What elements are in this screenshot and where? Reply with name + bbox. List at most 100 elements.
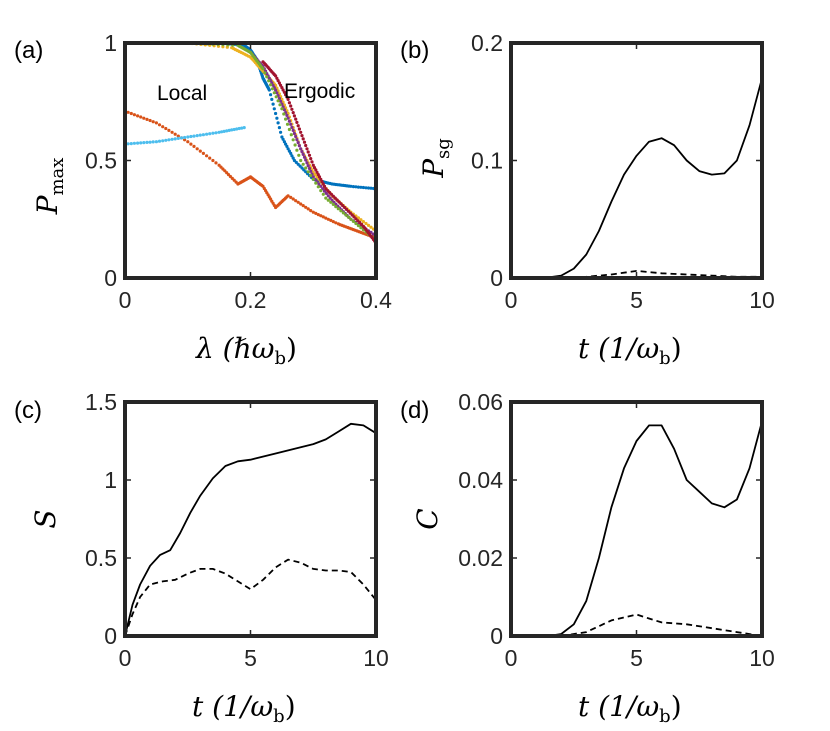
scatter-point-a-s5: [148, 140, 152, 144]
series-line-d-solid: [511, 421, 763, 637]
scatter-point-a-s5: [195, 134, 199, 138]
scatter-point-a-s6: [290, 107, 294, 111]
scatter-point-a-s4: [314, 181, 318, 185]
scatter-point-a-s1: [289, 195, 293, 199]
annotation-ergodic: Ergodic: [284, 80, 355, 103]
scatter-point-a-s4: [321, 192, 325, 196]
panel-b-line-chart: 0 5 10 0 0.1 0.2: [471, 30, 775, 313]
scatter-point-a-s2: [221, 45, 225, 49]
scatter-point-a-s4: [267, 79, 271, 83]
scatter-point-a-s6: [289, 104, 293, 108]
scatter-point-a-s4: [289, 133, 293, 137]
y-tick-label-b: 0: [490, 265, 503, 291]
scatter-point-a-s3: [289, 122, 293, 126]
x-tick-label-a: 0.2: [235, 287, 267, 313]
scatter-point-a-s1: [139, 115, 143, 119]
scatter-point-a-s4: [356, 224, 360, 228]
scatter-point-a-s6: [305, 147, 309, 151]
scatter-point-a-s5: [211, 131, 215, 135]
scatter-point-a-s3: [286, 116, 290, 120]
scatter-point-a-s1: [154, 121, 158, 125]
scatter-point-a-s3: [302, 155, 307, 159]
scatter-point-a-s4: [349, 217, 353, 221]
scatter-point-a-s5: [145, 140, 149, 144]
scatter-point-a-s6: [302, 140, 307, 144]
scatter-point-a-s1: [286, 194, 290, 198]
scatter-point-a-s1: [329, 218, 333, 222]
scatter-point-a-s4: [304, 166, 308, 170]
y-tick-label-c: 0.5: [85, 545, 117, 571]
scatter-point-a-s0: [276, 121, 280, 125]
scatter-point-a-s3: [287, 119, 291, 123]
scatter-point-a-s3: [322, 189, 327, 193]
scatter-point-a-s0: [282, 140, 286, 144]
scatter-point-a-s4: [270, 87, 275, 91]
scatter-point-a-s1: [208, 156, 212, 160]
x-tick-label-c: 10: [363, 645, 389, 671]
scatter-point-a-s4: [351, 219, 355, 223]
scatter-point-a-s5: [214, 131, 218, 135]
scatter-point-a-s5: [129, 142, 133, 146]
scatter-point-a-s1: [201, 151, 205, 155]
scatter-point-a-s6: [307, 153, 312, 157]
axes-frame-c: [123, 400, 378, 638]
scatter-point-a-s5: [232, 127, 236, 132]
scatter-point-a-s1: [304, 205, 308, 209]
y-tick-label-d: 0.06: [458, 389, 503, 415]
scatter-point-a-s4: [261, 67, 265, 71]
scatter-point-a-s4: [336, 207, 340, 211]
scatter-point-a-s3: [326, 194, 330, 198]
scatter-point-a-s3: [295, 138, 299, 142]
scatter-point-a-s5: [154, 140, 158, 144]
scatter-point-a-s5: [170, 137, 174, 141]
panel-label-a: (a): [14, 37, 43, 64]
scatter-point-a-s0: [272, 107, 276, 111]
scatter-point-a-s3: [274, 88, 278, 92]
y-tick-label-a: 1: [104, 30, 117, 56]
scatter-point-a-s3: [305, 161, 309, 165]
scatter-point-a-s1: [294, 199, 298, 203]
axes-frame-d: [509, 400, 764, 638]
scatter-point-a-s0: [354, 185, 358, 189]
scatter-point-a-s6: [287, 101, 291, 105]
scatter-point-a-s1: [192, 144, 196, 148]
scatter-point-a-s6: [286, 97, 290, 101]
scatter-point-a-s1: [314, 211, 318, 215]
scatter-point-a-s1: [145, 117, 149, 121]
scatter-point-a-s0: [356, 185, 360, 189]
axis-label-a-x: λ (ℏωb): [195, 332, 297, 369]
scatter-point-a-s5: [192, 134, 196, 138]
scatter-point-a-s1: [186, 140, 190, 144]
scatter-point-a-s1: [309, 209, 313, 213]
scatter-point-a-s5: [132, 141, 136, 145]
scatter-point-a-s3: [292, 131, 296, 136]
scatter-point-a-s0: [359, 185, 363, 189]
scatter-point-a-s1: [331, 220, 335, 224]
scatter-point-a-s0: [277, 126, 281, 130]
scatter-point-a-s3: [285, 113, 289, 117]
axis-label-d-x: t (1/ωb): [578, 690, 682, 727]
scatter-point-a-s1: [198, 149, 202, 153]
panel-c-line-chart: 0 5 10 0 0.5 1 1.5: [85, 389, 389, 671]
scatter-point-a-s4: [282, 112, 286, 116]
scatter-point-a-s6: [282, 90, 286, 94]
scatter-point-a-s2: [361, 220, 365, 224]
scatter-point-a-s0: [281, 137, 285, 141]
scatter-point-a-s4: [334, 205, 338, 209]
scatter-point-a-s4: [285, 122, 290, 126]
scatter-point-a-s6: [320, 180, 324, 184]
scatter-point-a-s4: [280, 107, 284, 111]
series-line-d-dashed: [511, 613, 763, 637]
scatter-point-a-s4: [326, 198, 330, 202]
y-tick-label-d: 0.02: [458, 545, 503, 571]
scatter-point-a-s5: [222, 129, 226, 133]
scatter-point-a-s5: [136, 141, 140, 145]
axis-label-b-y: Psg: [417, 138, 454, 179]
axes-frame-a: [123, 41, 378, 280]
scatter-point-a-s3: [307, 166, 312, 171]
y-tick-label-b: 0.2: [471, 30, 503, 56]
scatter-point-a-s6: [291, 111, 295, 115]
scatter-point-a-s5: [167, 138, 171, 142]
scatter-point-a-s3: [301, 152, 305, 156]
scatter-point-a-s1: [324, 216, 328, 220]
